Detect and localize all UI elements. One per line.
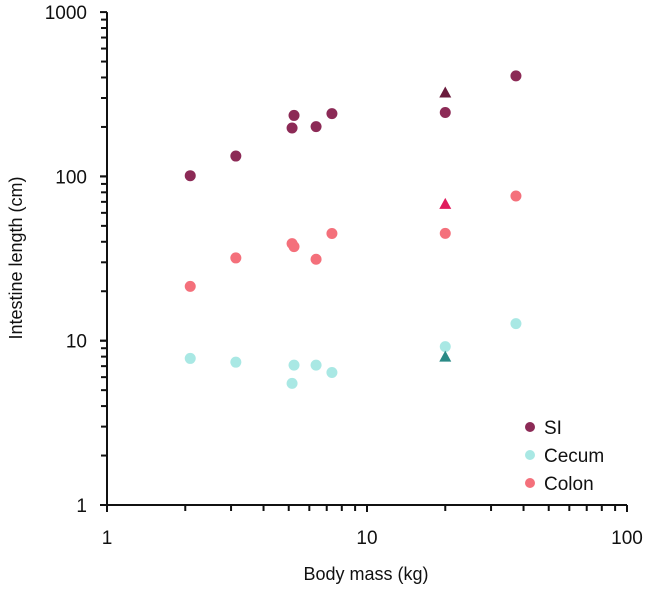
point-cecum xyxy=(230,356,242,368)
point-si xyxy=(286,122,298,134)
legend-marker-cecum xyxy=(525,450,535,460)
legend-label-colon: Colon xyxy=(544,474,594,495)
point-colon xyxy=(184,280,196,292)
triangle-point xyxy=(439,350,452,362)
point-si xyxy=(230,150,242,162)
legend-marker-colon xyxy=(525,478,535,488)
point-cecum xyxy=(184,352,196,364)
point-colon xyxy=(288,241,300,253)
data-points xyxy=(184,70,522,389)
point-colon xyxy=(310,253,322,265)
point-si xyxy=(439,106,451,118)
y-tick-label: 1 xyxy=(76,496,87,517)
point-cecum xyxy=(310,359,322,371)
y-tick-label: 100 xyxy=(55,167,87,188)
point-cecum xyxy=(288,359,300,371)
point-cecum xyxy=(286,377,298,389)
point-si xyxy=(326,108,338,120)
point-si xyxy=(288,109,300,121)
legend-marker-si xyxy=(525,422,535,432)
x-tick-label: 100 xyxy=(611,528,643,549)
point-cecum xyxy=(439,341,451,353)
point-cecum xyxy=(510,318,522,330)
point-colon xyxy=(326,228,338,240)
y-tick-label: 1000 xyxy=(45,3,87,24)
x-axis-title: Body mass (kg) xyxy=(303,564,428,584)
axes: 1 10 100 1 10 100 1000 xyxy=(45,3,643,549)
legend-label-cecum: Cecum xyxy=(544,446,604,467)
point-colon xyxy=(510,190,522,202)
point-si xyxy=(510,70,522,82)
x-tick-label: 1 xyxy=(102,528,113,549)
legend-label-si: SI xyxy=(544,418,562,439)
point-colon xyxy=(439,227,451,239)
legend: SI Cecum Colon xyxy=(525,418,604,495)
y-axis-title: Intestine length (cm) xyxy=(6,176,26,339)
triangle-point xyxy=(439,86,452,98)
point-si xyxy=(184,170,196,182)
y-tick-label: 10 xyxy=(66,332,87,353)
triangle-point xyxy=(439,197,452,209)
point-colon xyxy=(230,252,242,264)
point-cecum xyxy=(326,367,338,379)
point-si xyxy=(310,121,322,133)
x-tick-label: 10 xyxy=(356,528,377,549)
